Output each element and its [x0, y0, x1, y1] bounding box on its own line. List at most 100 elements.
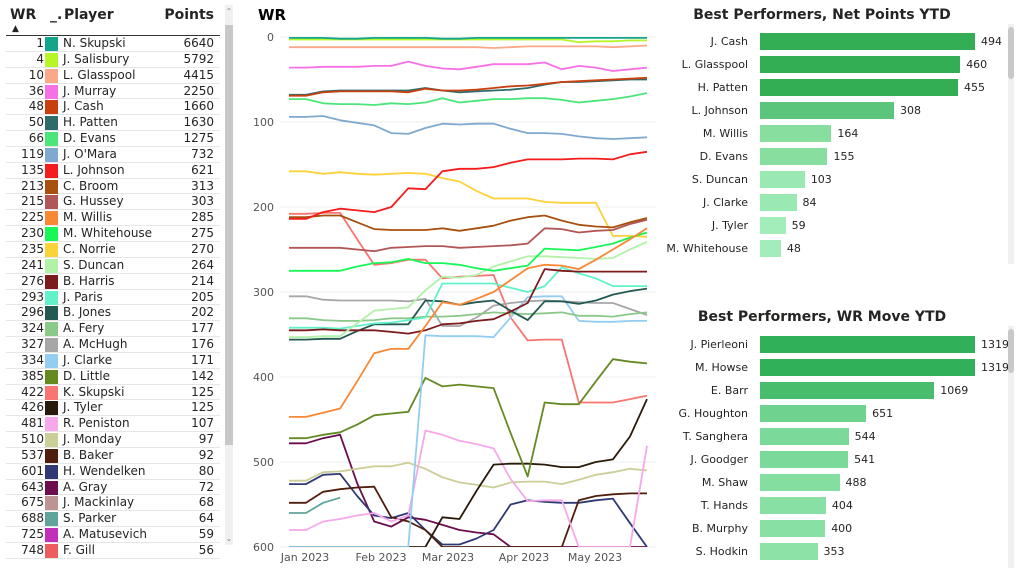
bar-row[interactable]: T. Sanghera 544 — [672, 427, 1012, 447]
bar-row[interactable]: G. Houghton 651 — [672, 404, 1012, 424]
bar[interactable] — [760, 33, 975, 50]
table-row[interactable]: 66 D. Evans 1275 — [6, 131, 220, 147]
bar-row[interactable]: M. Shaw 488 — [672, 473, 1012, 493]
series-line-l-johnson[interactable] — [289, 150, 648, 220]
bar-row[interactable]: M. Willis 164 — [672, 124, 1012, 144]
table-row[interactable]: 225 M. Willis 285 — [6, 210, 220, 227]
table-row[interactable]: 385 D. Little 142 — [6, 369, 220, 385]
bar-row[interactable]: T. Hands 404 — [672, 496, 1012, 516]
bar[interactable] — [760, 194, 797, 211]
scroll-down-icon[interactable]: ⌄ — [225, 534, 233, 543]
bar[interactable] — [760, 428, 849, 445]
bar-row[interactable]: S. Hodkin 353 — [672, 542, 1012, 562]
series-line-d-little[interactable] — [289, 358, 648, 478]
bar[interactable] — [760, 382, 935, 399]
table-scrollbar[interactable]: ⌃ ⌄ — [225, 5, 233, 545]
bar[interactable] — [760, 240, 781, 257]
series-line-d-evans[interactable] — [289, 92, 648, 106]
table-row[interactable]: 235 C. Norrie 270 — [6, 242, 220, 258]
bar-row[interactable]: D. Evans 155 — [672, 147, 1012, 167]
table-row[interactable]: 296 B. Jones 202 — [6, 305, 220, 322]
bar-row[interactable]: L. Glasspool 460 — [672, 55, 1012, 75]
table-row[interactable]: 213 C. Broom 313 — [6, 179, 220, 195]
bar[interactable] — [760, 474, 840, 491]
bar[interactable] — [760, 359, 975, 376]
bar-row[interactable]: J. Goodger 541 — [672, 450, 1012, 470]
series-line-j-salisbury[interactable] — [289, 38, 647, 43]
scroll-thumb[interactable] — [1008, 27, 1014, 79]
bar[interactable] — [760, 336, 975, 353]
bar-row[interactable]: J. Clarke 84 — [672, 193, 1012, 213]
series-line-b-jones[interactable] — [289, 287, 648, 341]
series-line-m-willis[interactable] — [289, 227, 648, 418]
bar-chart-scrollbar[interactable] — [1008, 24, 1014, 264]
bar-row[interactable]: H. Patten 455 — [672, 78, 1012, 98]
bar-row[interactable]: J. Tyler 59 — [672, 216, 1012, 236]
table-row[interactable]: 426 J. Tyler 125 — [6, 400, 220, 417]
series-line-j-o-mara[interactable] — [289, 115, 648, 140]
series-line-g-hussey[interactable] — [289, 218, 648, 253]
bar-row[interactable]: B. Murphy 400 — [672, 519, 1012, 539]
column-header-points[interactable]: Points — [164, 7, 214, 23]
bar[interactable] — [760, 520, 826, 537]
bar[interactable] — [760, 497, 826, 514]
table-row[interactable]: 293 J. Paris 205 — [6, 290, 220, 306]
table-row[interactable]: 510 J. Monday 97 — [6, 432, 220, 448]
series-line-c-norrie[interactable] — [289, 170, 648, 238]
table-row[interactable]: 422 K. Skupski 125 — [6, 385, 220, 401]
table-row[interactable]: 675 J. Mackinlay 68 — [6, 495, 220, 512]
bar-row[interactable]: M. Howse 1319 — [672, 358, 1012, 378]
bar[interactable] — [760, 56, 961, 73]
table-row[interactable]: 10 L. Glasspool 4415 — [6, 68, 220, 84]
bar[interactable] — [760, 217, 786, 234]
bar-row[interactable]: L. Johnson 308 — [672, 101, 1012, 121]
series-line-n-skupski[interactable] — [289, 37, 647, 40]
sort-ascending-icon[interactable]: ▲ — [12, 24, 19, 34]
table-row[interactable]: 688 S. Parker 64 — [6, 511, 220, 528]
table-row[interactable]: 50 H. Patten 1630 — [6, 115, 220, 132]
bar[interactable] — [760, 125, 832, 142]
bar[interactable] — [760, 405, 867, 422]
series-line-c-broom[interactable] — [289, 214, 648, 232]
bar-row[interactable]: J. Cash 494 — [672, 32, 1012, 52]
table-row[interactable]: 1 N. Skupski 6640 — [6, 36, 220, 52]
table-row[interactable]: 36 J. Murray 2250 — [6, 84, 220, 100]
table-row[interactable]: 48 J. Cash 1660 — [6, 99, 220, 116]
series-line-a-fery[interactable] — [289, 311, 648, 322]
series-line-a-gray[interactable] — [289, 433, 647, 547]
scroll-up-icon[interactable]: ⌃ — [225, 7, 233, 16]
series-line-j-tyler[interactable] — [289, 398, 648, 547]
column-header-wr[interactable]: WR — [10, 7, 37, 23]
table-row[interactable]: 327 A. McHugh 176 — [6, 337, 220, 353]
series-line-s-duncan[interactable] — [289, 240, 648, 339]
series-line-s-parker[interactable] — [289, 496, 341, 514]
series-line-k-skupski[interactable] — [289, 211, 648, 404]
scroll-thumb[interactable] — [1008, 329, 1014, 373]
table-row[interactable]: 725 A. Matusevich 59 — [6, 527, 220, 543]
bar[interactable] — [760, 102, 895, 119]
series-line-m-whitehouse[interactable] — [289, 231, 648, 272]
bar[interactable] — [760, 79, 959, 96]
table-row[interactable]: 601 H. Wendelken 80 — [6, 464, 220, 480]
table-row[interactable]: 334 J. Clarke 171 — [6, 353, 220, 369]
series-line-j-cash[interactable] — [289, 76, 648, 97]
series-line-b-baker[interactable] — [289, 485, 647, 547]
bar-row[interactable]: J. Pierleoni 1319 — [672, 335, 1012, 355]
bar[interactable] — [760, 171, 805, 188]
table-row[interactable]: 276 B. Harris 214 — [6, 274, 220, 290]
table-row[interactable]: 748 F. Gill 56 — [6, 543, 220, 559]
series-line-l-glasspool[interactable] — [289, 44, 648, 49]
table-row[interactable]: 537 B. Baker 92 — [6, 448, 220, 464]
table-row[interactable]: 119 J. O'Mara 732 — [6, 147, 220, 163]
series-line-j-monday[interactable] — [289, 461, 648, 489]
column-header-player[interactable]: Player — [64, 7, 114, 23]
table-row[interactable]: 230 M. Whitehouse 275 — [6, 226, 220, 242]
scroll-thumb[interactable] — [225, 25, 233, 445]
series-line-r-peniston[interactable] — [289, 429, 648, 548]
series-line-j-clarke[interactable] — [289, 295, 647, 547]
column-header-color[interactable]: _. — [50, 7, 63, 23]
series-line-j-paris[interactable] — [289, 266, 647, 330]
bar[interactable] — [760, 543, 818, 560]
table-row[interactable]: 215 G. Hussey 303 — [6, 194, 220, 211]
table-row[interactable]: 241 S. Duncan 264 — [6, 258, 220, 274]
